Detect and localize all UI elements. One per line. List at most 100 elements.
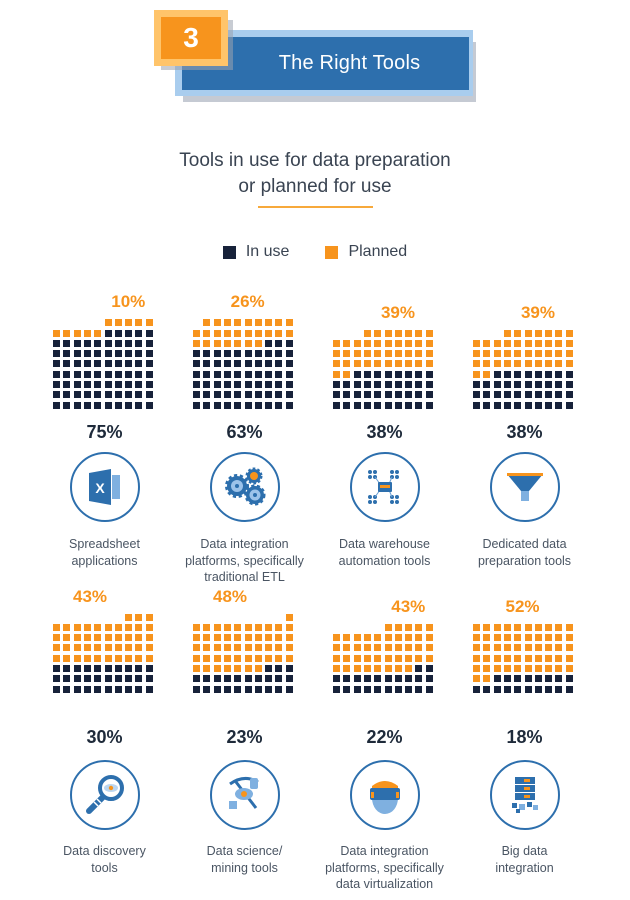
planned-square bbox=[223, 665, 231, 673]
waffle-grid bbox=[473, 623, 576, 696]
in-use-square bbox=[333, 381, 340, 389]
in-use-square bbox=[145, 391, 153, 399]
planned-square bbox=[415, 339, 423, 347]
tool-label-line: automation tools bbox=[338, 553, 431, 568]
legend-item-in-use: In use bbox=[222, 243, 289, 261]
planned-square bbox=[384, 623, 392, 631]
planned-square bbox=[193, 654, 200, 662]
in-use-square bbox=[493, 370, 501, 378]
in-use-square bbox=[285, 350, 293, 358]
planned-square bbox=[104, 319, 112, 327]
planned-square bbox=[374, 329, 382, 337]
in-use-square bbox=[265, 685, 273, 693]
planned-square bbox=[234, 654, 242, 662]
planned-square bbox=[254, 665, 262, 673]
in-use-square bbox=[114, 370, 122, 378]
planned-square bbox=[234, 644, 242, 652]
planned-square bbox=[353, 644, 361, 652]
planned-square bbox=[213, 665, 221, 673]
in-use-square bbox=[545, 401, 553, 409]
planned-square bbox=[193, 644, 200, 652]
planned-square bbox=[394, 329, 402, 337]
planned-square bbox=[394, 644, 402, 652]
planned-square bbox=[374, 644, 382, 652]
in-use-square bbox=[425, 391, 433, 399]
planned-percent: 43% bbox=[391, 596, 426, 616]
planned-square bbox=[244, 623, 252, 631]
in-use-square bbox=[73, 381, 81, 389]
in-use-percent: 23% bbox=[226, 727, 263, 747]
in-use-square bbox=[254, 685, 262, 693]
planned-square bbox=[415, 360, 423, 368]
in-use-square bbox=[405, 370, 413, 378]
planned-square bbox=[244, 329, 252, 337]
in-use-square bbox=[135, 381, 143, 389]
planned-square bbox=[125, 319, 133, 327]
in-use-square bbox=[94, 381, 102, 389]
in-use-square bbox=[514, 675, 522, 683]
planned-square bbox=[353, 350, 361, 358]
planned-square bbox=[223, 623, 231, 631]
in-use-square bbox=[254, 370, 262, 378]
in-use-square bbox=[104, 381, 112, 389]
legend: In use Planned bbox=[0, 243, 630, 261]
in-use-square bbox=[114, 381, 122, 389]
in-use-square bbox=[114, 391, 122, 399]
planned-square bbox=[555, 634, 563, 642]
planned-square bbox=[244, 339, 252, 347]
in-use-square bbox=[234, 360, 242, 368]
in-use-square bbox=[534, 401, 542, 409]
planned-square bbox=[333, 634, 340, 642]
in-use-square bbox=[83, 665, 91, 673]
in-use-square bbox=[534, 370, 542, 378]
planned-square bbox=[53, 623, 60, 631]
in-use-square bbox=[193, 391, 200, 399]
in-use-square bbox=[514, 685, 522, 693]
planned-square bbox=[254, 329, 262, 337]
planned-square bbox=[333, 339, 340, 347]
in-use-square bbox=[104, 685, 112, 693]
tool-label-line: Data integration bbox=[200, 537, 289, 551]
planned-square bbox=[473, 654, 480, 662]
planned-square bbox=[524, 360, 532, 368]
planned-percent: 39% bbox=[380, 302, 415, 322]
planned-square bbox=[565, 634, 573, 642]
waffle-grid bbox=[53, 319, 156, 412]
in-use-square bbox=[223, 685, 231, 693]
planned-square bbox=[203, 339, 211, 347]
in-use-square bbox=[53, 339, 60, 347]
in-use-square bbox=[53, 665, 60, 673]
in-use-square bbox=[135, 675, 143, 683]
in-use-square bbox=[145, 329, 153, 337]
in-use-square bbox=[244, 391, 252, 399]
in-use-square bbox=[83, 370, 91, 378]
planned-square bbox=[343, 350, 351, 358]
planned-square bbox=[493, 350, 501, 358]
planned-square bbox=[333, 654, 340, 662]
planned-square bbox=[374, 360, 382, 368]
in-use-square bbox=[125, 381, 133, 389]
in-use-square bbox=[135, 391, 143, 399]
planned-square bbox=[473, 623, 480, 631]
in-use-square bbox=[265, 339, 273, 347]
planned-square bbox=[473, 644, 480, 652]
planned-square bbox=[405, 350, 413, 358]
in-use-square bbox=[73, 360, 81, 368]
in-use-square bbox=[565, 370, 573, 378]
planned-square bbox=[275, 634, 283, 642]
in-use-square bbox=[203, 391, 211, 399]
planned-square bbox=[145, 654, 153, 662]
planned-square bbox=[394, 654, 402, 662]
in-use-square bbox=[244, 675, 252, 683]
planned-square bbox=[384, 634, 392, 642]
in-use-percent: 38% bbox=[506, 422, 543, 442]
tool-label-line: integration bbox=[495, 860, 554, 875]
in-use-square bbox=[114, 339, 122, 347]
in-use-square bbox=[483, 391, 491, 399]
in-use-square bbox=[114, 665, 122, 673]
in-use-square bbox=[104, 401, 112, 409]
in-use-square bbox=[53, 685, 60, 693]
in-use-square bbox=[503, 370, 511, 378]
planned-square bbox=[405, 360, 413, 368]
planned-square bbox=[285, 634, 293, 642]
